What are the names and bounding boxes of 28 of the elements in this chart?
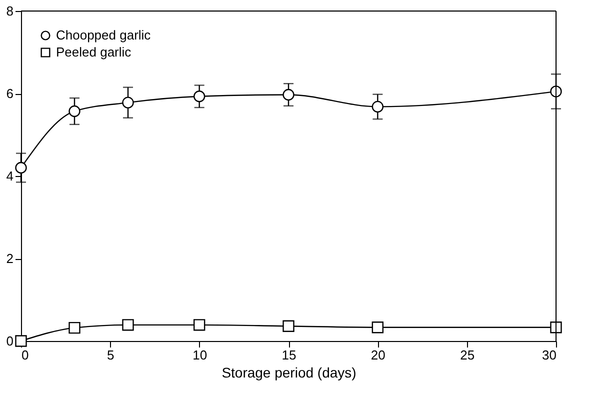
point <box>550 322 562 334</box>
point <box>282 320 294 332</box>
point <box>122 319 134 331</box>
x-tick-label: 30 <box>542 348 556 362</box>
x-tick-label: 20 <box>370 348 386 362</box>
legend-label: Choopped garlic <box>56 28 152 42</box>
point <box>68 105 80 118</box>
point <box>372 100 384 113</box>
x-axis-title: Storage period (days) <box>222 364 356 380</box>
point <box>372 322 384 334</box>
x-tick-label: 10 <box>192 348 208 362</box>
y-tick-label: 8 <box>6 4 14 18</box>
point <box>550 86 562 98</box>
y-tick-label: 6 <box>6 86 14 101</box>
point <box>193 319 206 331</box>
point <box>15 162 27 174</box>
point <box>122 96 134 108</box>
x-tick-label: 25 <box>460 348 475 362</box>
point <box>282 88 294 101</box>
point <box>193 90 206 102</box>
y-tick-label: 0 <box>6 334 14 348</box>
x-tick-label: 15 <box>282 348 296 362</box>
point <box>68 322 80 334</box>
legend-label: Peeled garlic <box>56 44 132 60</box>
y-tick-label: 2 <box>6 251 14 266</box>
x-tick-label: 0 <box>22 348 29 362</box>
x-tick-label: 5 <box>107 348 114 362</box>
y-tick-label: 4 <box>6 168 14 184</box>
